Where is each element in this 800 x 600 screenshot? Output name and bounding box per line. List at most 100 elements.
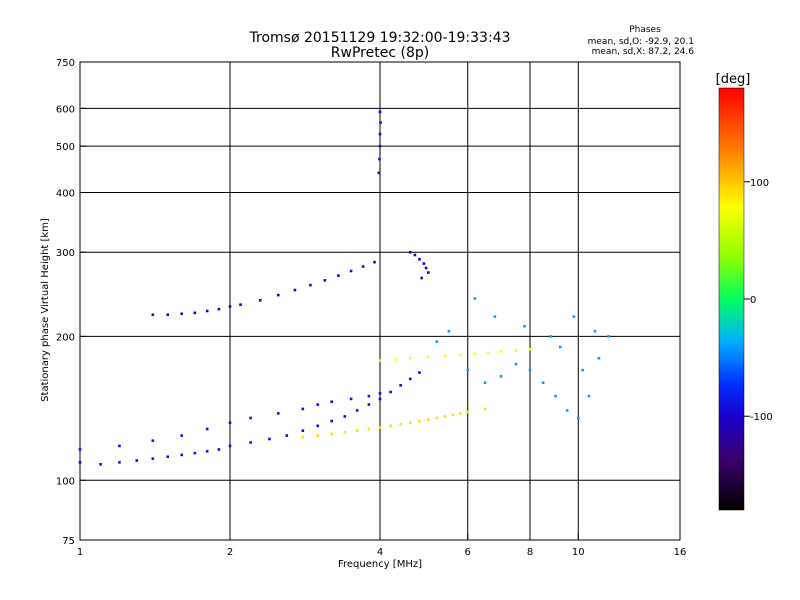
data-point xyxy=(549,335,552,338)
data-point xyxy=(373,260,376,264)
data-point xyxy=(166,455,170,459)
data-point xyxy=(343,415,347,418)
colorbar xyxy=(718,87,745,511)
data-point xyxy=(426,418,430,421)
data-point xyxy=(459,412,462,415)
x-axis-ticks: 1 2 4 6 8 10 16 xyxy=(77,534,686,558)
data-point xyxy=(349,397,353,401)
data-point xyxy=(528,368,532,372)
data-point xyxy=(447,329,451,333)
data-point xyxy=(399,384,402,387)
data-point xyxy=(228,444,232,448)
data-point xyxy=(118,444,121,448)
data-point xyxy=(301,436,305,439)
data-point xyxy=(408,250,412,254)
data-point xyxy=(487,351,490,354)
data-point xyxy=(268,437,271,441)
stats-line-o: mean, sd,O: -92.9, 20.1 xyxy=(588,37,694,47)
x-tick-label: 1 xyxy=(77,547,83,558)
data-point xyxy=(451,413,455,417)
data-point xyxy=(572,315,576,318)
data-point xyxy=(276,412,280,415)
y-tick-label: 75 xyxy=(62,536,75,547)
data-point xyxy=(378,359,382,362)
data-point xyxy=(554,394,557,398)
data-point xyxy=(587,394,591,398)
data-point xyxy=(361,265,365,268)
y-axis-ticks: 75 100 200 300 400 500 600 750 xyxy=(56,58,86,547)
data-point xyxy=(293,288,297,292)
data-point xyxy=(301,407,305,411)
data-point xyxy=(466,368,470,372)
data-point xyxy=(493,315,497,318)
data-point xyxy=(528,347,532,351)
data-point xyxy=(389,424,392,428)
data-point xyxy=(459,353,462,357)
data-point xyxy=(151,439,155,443)
data-point xyxy=(558,345,562,349)
data-point xyxy=(581,368,584,372)
x-tick-label: 8 xyxy=(527,547,533,558)
data-point xyxy=(435,416,439,420)
data-point xyxy=(301,429,305,432)
data-point xyxy=(309,283,312,287)
data-point xyxy=(378,426,382,429)
data-point xyxy=(180,453,184,457)
data-point xyxy=(99,463,102,466)
data-point xyxy=(473,352,477,355)
data-point xyxy=(413,253,417,257)
data-point xyxy=(330,419,334,423)
chart-title: Tromsø 20151129 19:32:00-19:33:43 xyxy=(249,30,511,46)
data-point xyxy=(523,324,526,328)
data-point xyxy=(565,409,569,412)
data-point xyxy=(378,144,382,148)
data-point xyxy=(473,297,477,300)
data-point xyxy=(466,410,470,414)
data-point xyxy=(355,409,359,412)
data-point xyxy=(151,313,155,317)
data-point xyxy=(228,305,232,308)
y-tick-label: 400 xyxy=(56,188,75,199)
data-point xyxy=(316,403,320,406)
data-point xyxy=(367,403,371,406)
data-point xyxy=(355,429,359,432)
data-point xyxy=(499,375,503,378)
data-point xyxy=(514,362,518,366)
data-point xyxy=(378,392,382,395)
data-point xyxy=(367,427,371,431)
data-point xyxy=(408,377,412,381)
data-point xyxy=(379,121,382,124)
data-point xyxy=(377,171,381,175)
colorbar-label: [deg] xyxy=(716,72,751,87)
data-point xyxy=(424,266,428,270)
colorbar-ticks: 100 0 -100 xyxy=(744,178,773,423)
data-point xyxy=(180,434,184,437)
y-tick-label: 300 xyxy=(56,248,75,259)
data-point xyxy=(249,441,252,444)
data-point xyxy=(576,416,580,420)
data-point xyxy=(316,424,320,428)
data-point xyxy=(378,110,382,114)
x-tick-label: 2 xyxy=(227,547,233,558)
data-point xyxy=(597,356,601,360)
stats-line-x: mean, sd,X: 87.2, 24.6 xyxy=(592,47,695,57)
data-point xyxy=(418,419,421,423)
data-point xyxy=(422,262,426,265)
y-tick-label: 600 xyxy=(56,104,75,115)
y-tick-label: 100 xyxy=(56,476,75,487)
data-point xyxy=(408,421,412,424)
data-point xyxy=(285,434,289,437)
data-point xyxy=(499,350,503,353)
data-point xyxy=(343,431,347,434)
data-point xyxy=(337,274,340,277)
y-tick-label: 750 xyxy=(56,58,75,69)
data-point xyxy=(276,293,280,297)
gridlines xyxy=(80,62,680,540)
data-point xyxy=(323,279,327,282)
data-points xyxy=(78,110,610,466)
data-point xyxy=(193,311,197,315)
data-point xyxy=(205,449,209,453)
data-point xyxy=(418,371,421,374)
data-point xyxy=(205,309,209,313)
